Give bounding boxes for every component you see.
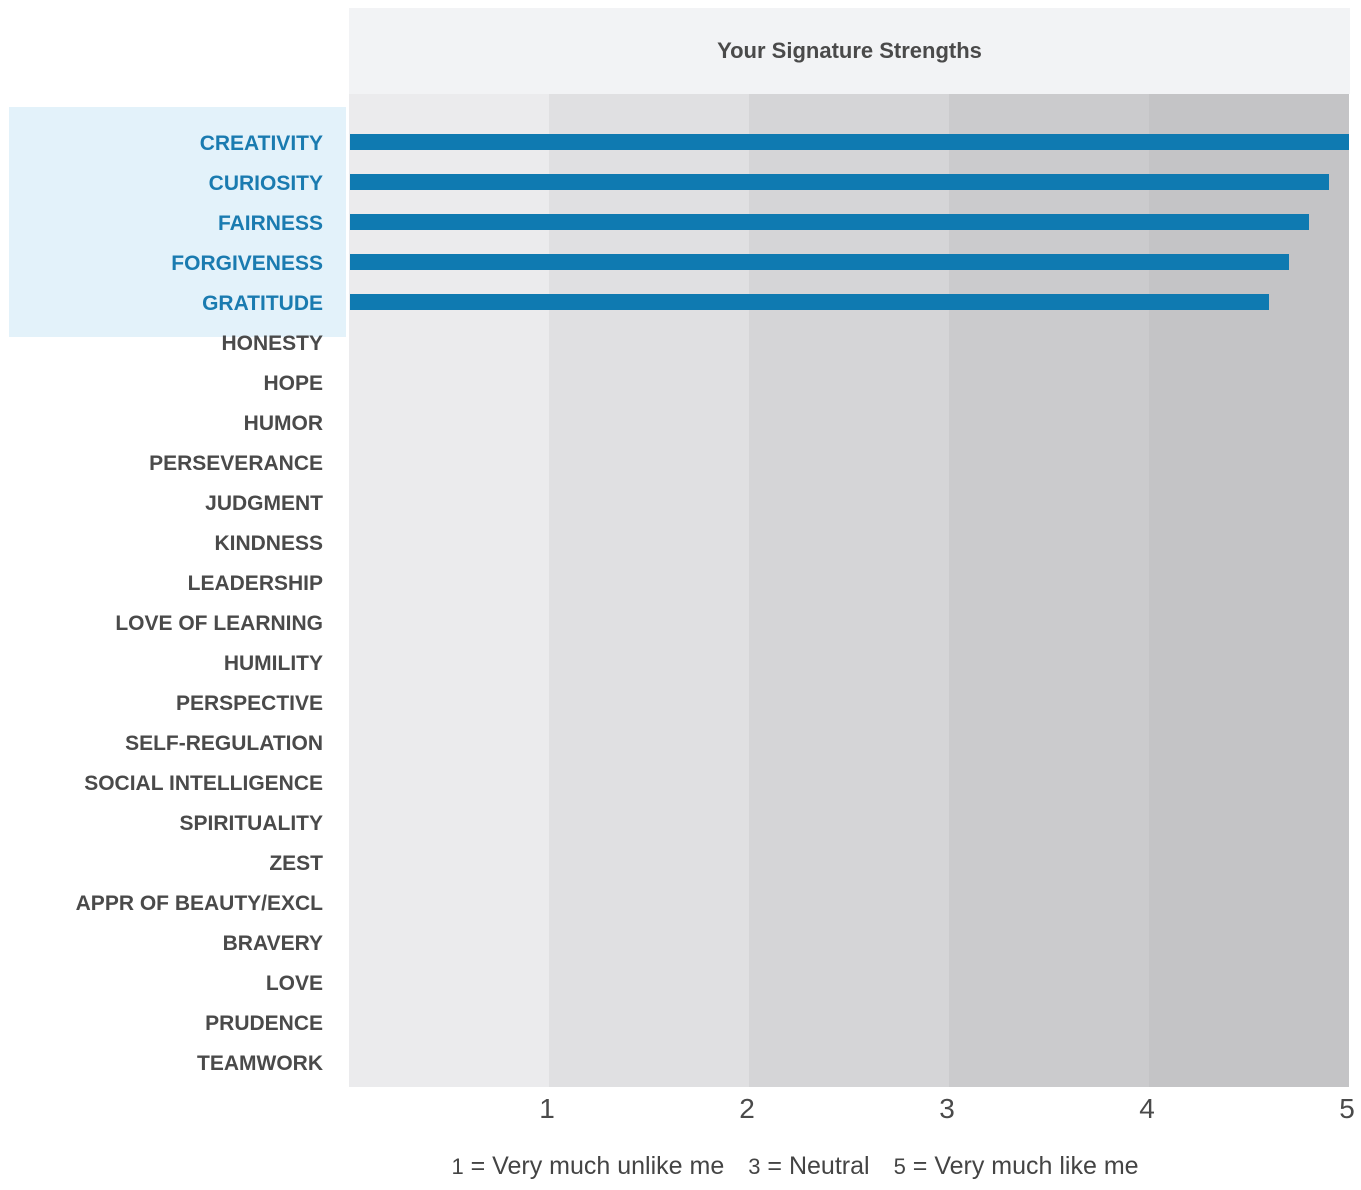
plot-area: CREATIVITY CURIOSITY FAIRNESS FORGIVENESS GR… [9,94,1355,1124]
category-label: HONESTY [221,332,323,355]
category-label: PRUDENCE [205,1012,323,1035]
x-tick-label: 3 [939,1093,955,1124]
category-label: LOVE OF LEARNING [115,612,323,635]
bar [350,134,1349,150]
x-tick-label: 5 [1339,1093,1355,1124]
legend-text: = Very much unlike me [463,1152,725,1180]
legend-number: 5 [893,1154,906,1179]
category-label: TEAMWORK [197,1052,323,1075]
chart-title-band: Your Signature Strengths [349,8,1350,94]
category-label: SOCIAL INTELLIGENCE [84,772,323,795]
bar [350,254,1289,270]
x-tick-label: 1 [539,1093,555,1124]
bar [350,294,1269,310]
grid-band [1149,94,1349,1087]
bar [350,174,1329,190]
category-label: JUDGMENT [205,492,323,515]
category-label: PERSEVERANCE [149,452,323,475]
legend-item: 1 = Very much unlike me [451,1152,724,1180]
x-tick-label: 2 [739,1093,755,1124]
category-label: SELF-REGULATION [125,732,323,755]
chart-title: Your Signature Strengths [717,38,982,63]
category-label: FORGIVENESS [171,252,323,275]
category-label: LOVE [266,972,323,995]
category-label: GRATITUDE [202,292,323,315]
scale-legend: 1 = Very much unlike me 3 = Neutral 5 = Ve… [0,1152,1361,1181]
grid-band [549,94,749,1087]
category-label: CURIOSITY [209,172,323,195]
category-label: ZEST [269,852,323,875]
category-label: HUMOR [244,412,323,435]
category-label: PERSPECTIVE [176,692,323,715]
bar [350,214,1309,230]
category-label: APPR OF BEAUTY/EXCL [76,892,324,915]
category-label: CREATIVITY [200,132,323,155]
category-label: LEADERSHIP [188,572,323,595]
category-label: FAIRNESS [218,212,323,235]
x-tick-label: 4 [1139,1093,1155,1124]
legend-item: 3 = Neutral [748,1152,869,1180]
grid-band [349,94,549,1087]
category-label: HOPE [263,372,323,395]
legend-number: 1 [451,1154,464,1179]
top-strengths-highlight [9,107,346,337]
category-label: SPIRITUALITY [179,812,323,835]
category-label: BRAVERY [223,932,323,955]
legend-item: 5 = Very much like me [894,1152,1139,1180]
category-label: KINDNESS [214,532,323,555]
legend-number: 3 [748,1154,761,1179]
legend-text: = Very much like me [905,1152,1139,1180]
grid-band [749,94,949,1087]
grid-band [949,94,1149,1087]
legend-text: = Neutral [760,1152,870,1180]
category-label: HUMILITY [224,652,323,675]
